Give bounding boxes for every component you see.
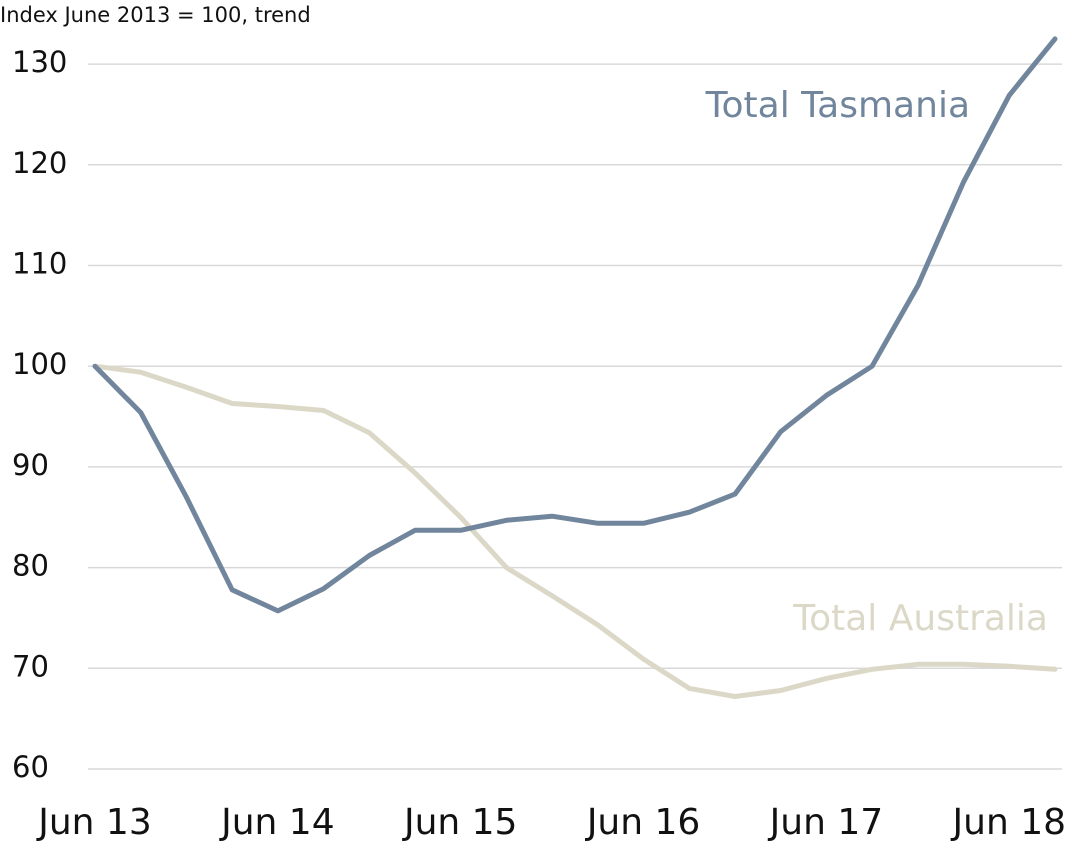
y-tick-label: 70 [12, 649, 49, 683]
series-line [92, 363, 1058, 699]
x-tick-label: Jun 15 [402, 802, 518, 843]
y-tick-label: 80 [12, 549, 49, 583]
y-tick-label: 130 [12, 45, 67, 79]
x-tick-label: Jun 17 [768, 802, 884, 843]
y-tick-label: 100 [12, 347, 67, 381]
y-tick-label: 60 [12, 750, 49, 784]
series-line [92, 36, 1058, 614]
series-label: Total Tasmania [705, 85, 970, 126]
y-axis-label: Index June 2013 = 100, trend [0, 3, 311, 27]
series-label: Total Australia [792, 598, 1048, 639]
x-tick-label: Jun 13 [36, 802, 152, 843]
x-tick-label: Jun 16 [585, 802, 701, 843]
y-tick-label: 110 [12, 247, 67, 281]
y-tick-label: 90 [12, 448, 49, 482]
y-tick-label: 120 [12, 146, 67, 180]
x-tick-label: Jun 14 [219, 802, 335, 843]
x-tick-label: Jun 18 [951, 802, 1067, 843]
